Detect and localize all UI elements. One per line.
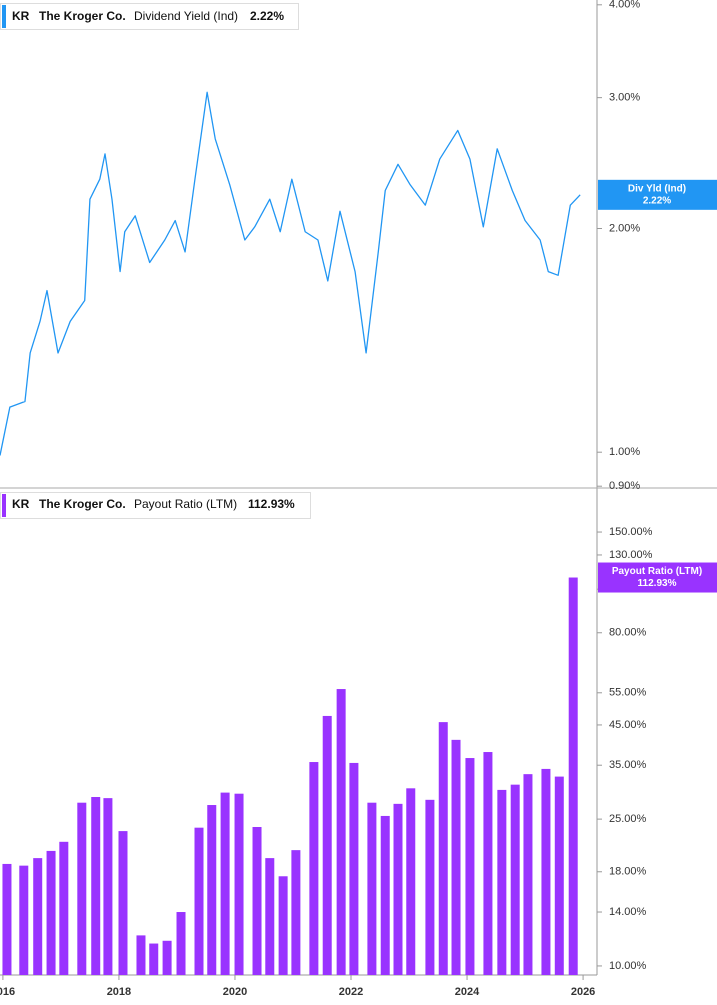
legend: KR The Kroger Co. Dividend Yield (Ind) 2…	[0, 3, 299, 30]
bar	[523, 774, 533, 975]
bar	[46, 850, 56, 975]
bar	[265, 858, 275, 975]
bar	[322, 715, 332, 975]
flag-label: Payout Ratio (LTM)	[612, 566, 702, 577]
bar	[380, 815, 390, 975]
bar	[541, 768, 551, 975]
bar	[451, 739, 461, 975]
bar	[252, 827, 262, 975]
ticker: KR	[12, 497, 30, 511]
bar	[425, 799, 435, 975]
company: The Kroger Co.	[39, 9, 126, 23]
legend-series-name: Payout Ratio (LTM)	[134, 497, 237, 511]
x-tick-label: 2018	[107, 986, 131, 998]
legend-series-name: Dividend Yield (Ind)	[134, 9, 238, 23]
bar	[176, 912, 186, 975]
bar	[136, 935, 146, 975]
x-tick-label: 2022	[339, 986, 363, 998]
bar	[207, 805, 217, 975]
legend-box	[0, 492, 311, 519]
y-tick-label: 55.00%	[609, 687, 647, 699]
bar	[220, 792, 230, 975]
bar	[367, 802, 377, 975]
line	[0, 91, 581, 456]
y-tick-label: 35.00%	[609, 759, 647, 771]
company: The Kroger Co.	[39, 497, 126, 511]
y-tick-label: 130.00%	[609, 549, 653, 561]
bar	[33, 858, 43, 975]
value-flag	[598, 562, 717, 593]
y-tick-label: 2.00%	[609, 222, 640, 234]
flag-value: 112.93%	[638, 578, 677, 589]
y-tick-label: 45.00%	[609, 719, 647, 731]
bar	[118, 831, 128, 975]
bar	[162, 940, 172, 975]
y-tick-label: 150.00%	[609, 526, 653, 538]
bar	[59, 841, 69, 975]
legend: KR The Kroger Co. Payout Ratio (LTM) 112…	[0, 492, 311, 519]
bar	[77, 802, 87, 975]
bar	[406, 788, 416, 975]
bar	[336, 689, 346, 975]
bar	[510, 784, 520, 975]
legend-current: 2.22%	[250, 9, 284, 23]
y-tick-label: 18.00%	[609, 866, 647, 878]
y-tick-label: 1.00%	[609, 446, 640, 458]
bar	[483, 752, 493, 975]
bar	[393, 803, 403, 975]
bar	[309, 762, 319, 975]
legend-swatch	[2, 494, 6, 517]
y-tick-label: 80.00%	[609, 627, 647, 639]
bar	[497, 789, 507, 975]
x-tick-label: 2016	[0, 986, 15, 998]
legend-current: 112.93%	[248, 497, 295, 511]
value-flag	[598, 179, 717, 210]
x-tick-label: 2024	[455, 986, 480, 998]
bar	[465, 758, 475, 975]
y-tick-label: 0.90%	[609, 480, 640, 492]
bar	[19, 865, 29, 975]
bar	[103, 798, 113, 975]
x-tick-label: 2020	[223, 986, 247, 998]
ticker: KR	[12, 9, 30, 23]
bar	[568, 577, 578, 975]
y-tick-label: 10.00%	[609, 960, 647, 972]
bar	[554, 776, 564, 975]
y-tick-label: 14.00%	[609, 906, 647, 918]
bar	[278, 876, 288, 975]
y-tick-label: 4.00%	[609, 0, 640, 11]
bar	[438, 722, 448, 975]
bar	[349, 762, 359, 975]
bar	[291, 850, 301, 975]
legend-swatch	[2, 5, 6, 28]
bar	[194, 827, 204, 975]
legend-box	[0, 3, 299, 30]
bar	[91, 797, 101, 975]
flag-label: Div Yld (Ind)	[628, 183, 686, 194]
bar	[149, 943, 159, 975]
y-tick-label: 3.00%	[609, 92, 640, 104]
bar	[2, 863, 12, 975]
y-tick-label: 25.00%	[609, 813, 647, 825]
bar	[234, 793, 244, 975]
flag-value: 2.22%	[643, 195, 671, 206]
x-tick-label: 2026	[571, 986, 595, 998]
